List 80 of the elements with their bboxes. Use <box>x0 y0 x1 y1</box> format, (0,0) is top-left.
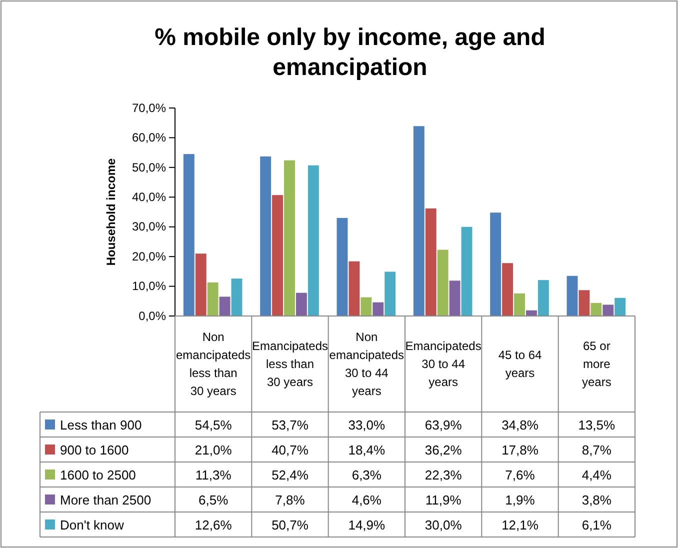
bar <box>461 226 472 316</box>
y-tick-label: 30,0% <box>132 220 166 234</box>
bar <box>566 276 578 316</box>
data-label: 7,8% <box>275 492 306 508</box>
data-label: 4,4% <box>582 468 612 482</box>
data-label: 12,1% <box>502 518 539 532</box>
data-label: 40,7% <box>272 442 309 458</box>
legend-label: More than 2500 <box>60 492 152 508</box>
bar <box>360 297 372 316</box>
bar <box>578 290 590 316</box>
bar <box>260 156 272 316</box>
y-tick-label: 20,0% <box>132 249 166 264</box>
data-label: 11,3% <box>195 468 232 482</box>
bar <box>425 208 436 316</box>
bar <box>272 195 284 316</box>
bar <box>183 154 194 316</box>
y-tick-label: 60,0% <box>132 130 166 145</box>
x-tick-label: Emancipateds less than 30 years <box>252 339 328 389</box>
data-label: 4,6% <box>352 492 382 508</box>
data-label: 53,7% <box>272 418 309 432</box>
data-label: 33,0% <box>348 418 386 432</box>
x-tick-label: Non emancipateds 30 to 44 years <box>329 330 404 398</box>
x-tick-label: 65 or more years <box>582 339 612 389</box>
y-tick-label: 40,0% <box>132 190 166 204</box>
data-label: 21,0% <box>194 442 232 458</box>
data-label: 3,8% <box>582 492 612 508</box>
bar <box>538 280 549 316</box>
data-label: 14,9% <box>348 518 386 532</box>
data-label: 36,2% <box>424 442 462 458</box>
data-label: 22,3% <box>424 468 462 482</box>
data-label: 6,5% <box>198 492 229 508</box>
chart-title: % mobile only by income, age and emancipation <box>154 24 546 81</box>
bar <box>437 250 448 316</box>
bar <box>449 280 460 316</box>
bar <box>308 165 319 316</box>
bar <box>207 282 218 316</box>
bar <box>590 302 602 316</box>
bar <box>490 212 502 316</box>
data-label: 8,7% <box>582 442 612 458</box>
bar <box>348 261 360 316</box>
y-tick-label: 0,0% <box>138 308 166 323</box>
bar <box>336 218 348 316</box>
x-tick-label: 45 to 64 years <box>498 348 542 380</box>
y-tick-label: 10,0% <box>132 279 166 294</box>
bar <box>219 296 230 316</box>
data-label: 34,8% <box>502 418 539 432</box>
y-axis-title: Household income <box>104 158 118 266</box>
bar <box>284 160 295 316</box>
bar <box>231 278 242 316</box>
x-tick-label: Non emancipateds less than 30 years <box>176 330 251 398</box>
data-label: 18,4% <box>348 442 386 458</box>
data-label: 12,6% <box>194 518 232 532</box>
bar <box>372 302 384 316</box>
data-label: 63,9% <box>424 418 462 432</box>
bar <box>602 304 614 316</box>
data-label: 50,7% <box>272 518 309 532</box>
data-label: 7,6% <box>505 468 536 482</box>
bar <box>413 126 424 316</box>
data-label: 11,9% <box>425 492 462 508</box>
data-label: 13,5% <box>578 418 616 432</box>
data-label: 52,4% <box>272 468 309 482</box>
legend-label: Don't know <box>60 518 125 532</box>
y-tick-label: 70,0% <box>132 100 166 115</box>
legend-label: 900 to 1600 <box>60 442 129 458</box>
bar <box>296 292 307 316</box>
data-label: 30,0% <box>424 518 462 532</box>
bar <box>614 298 626 316</box>
bar <box>384 272 396 316</box>
data-label: 6,1% <box>582 518 612 532</box>
y-tick-label: 50,0% <box>132 160 166 174</box>
legend-label: Less than 900 <box>60 418 142 432</box>
data-label: 54,5% <box>194 418 232 432</box>
data-label: 6,3% <box>352 468 382 482</box>
bar <box>195 254 206 316</box>
data-label: 17,8% <box>502 442 539 458</box>
bar <box>502 263 514 316</box>
data-label: 1,9% <box>505 492 536 508</box>
x-tick-label: Emancipateds 30 to 44 years <box>405 339 482 389</box>
legend-label: 1600 to 2500 <box>60 468 136 482</box>
bar <box>514 293 525 316</box>
